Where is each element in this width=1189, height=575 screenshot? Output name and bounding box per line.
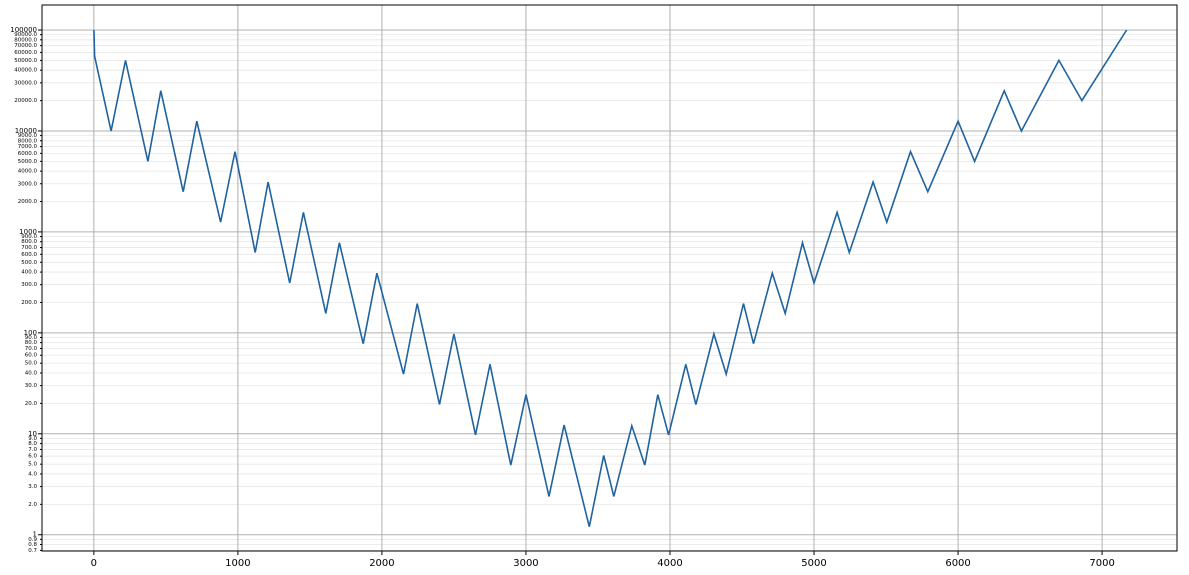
- y-tick-label: 80000.0: [14, 37, 37, 43]
- y-tick-label: 7000.0: [18, 144, 38, 150]
- y-tick-label: 9.0: [28, 436, 37, 442]
- y-tick-label: 40000.0: [14, 68, 37, 74]
- y-tick-label: 500.0: [21, 260, 37, 266]
- y-tick-label: 70000.0: [14, 43, 37, 49]
- y-tick-label: 3000.0: [18, 181, 38, 187]
- y-tick-label: 0.8: [28, 542, 37, 548]
- y-tick-label: 700.0: [21, 245, 37, 251]
- x-tick-label: 6000: [945, 558, 970, 569]
- data-line: [93, 29, 1128, 527]
- y-tick-label: 5.0: [28, 462, 37, 468]
- y-tick-label: 200.0: [21, 300, 37, 306]
- x-tick-label: 0: [91, 558, 97, 569]
- y-tick-label: 90.0: [25, 335, 38, 341]
- y-tick-label: 30000.0: [14, 80, 37, 86]
- y-tick-label: 100000: [10, 26, 37, 34]
- x-tick-label: 7000: [1089, 558, 1114, 569]
- x-tick-label: 1000: [225, 558, 250, 569]
- y-tick-label: 800.0: [21, 239, 37, 245]
- y-tick-label: 10: [28, 430, 37, 438]
- y-tick-label: 30.0: [25, 383, 38, 389]
- x-tick-label: 3000: [513, 558, 538, 569]
- y-tick-label: 9000.0: [18, 133, 38, 139]
- y-tick-label: 4000.0: [18, 169, 38, 175]
- y-tick-label: 6000.0: [18, 151, 38, 157]
- y-tick-label: 1: [33, 531, 37, 539]
- y-tick-label: 60000.0: [14, 50, 37, 56]
- y-tick-label: 100: [24, 329, 37, 337]
- plot-frame: [41, 4, 1178, 552]
- y-tick-label: 8000.0: [18, 138, 38, 144]
- x-tick-label: 4000: [657, 558, 682, 569]
- x-tick-label: 2000: [369, 558, 394, 569]
- y-tick-label: 0.9: [28, 537, 37, 543]
- y-tick-label: 0.7: [28, 548, 37, 554]
- y-tick-label: 8.0: [28, 441, 37, 447]
- y-tick-label: 900.0: [21, 234, 37, 240]
- y-tick-label: 400.0: [21, 270, 37, 276]
- y-tick-label: 40.0: [25, 371, 38, 377]
- y-tick-label: 50000.0: [14, 58, 37, 64]
- y-tick-label: 2.0: [28, 502, 37, 508]
- y-tick-label: 50.0: [25, 361, 38, 367]
- y-tick-label: 20000.0: [14, 98, 37, 104]
- y-tick-label: 300.0: [21, 282, 37, 288]
- y-tick-label: 70.0: [25, 346, 38, 352]
- y-tick-label: 600.0: [21, 252, 37, 258]
- y-tick-label: 5000.0: [18, 159, 38, 165]
- y-tick-label: 7.0: [28, 447, 37, 453]
- y-tick-label: 10000: [15, 127, 37, 135]
- y-tick-label: 90000.0: [14, 32, 37, 38]
- y-tick-label: 2000.0: [18, 199, 38, 205]
- x-tick-label: 5000: [801, 558, 826, 569]
- y-tick-label: 3.0: [28, 484, 37, 490]
- y-tick-label: 1000: [19, 228, 37, 236]
- y-tick-label: 20.0: [25, 401, 38, 407]
- y-tick-label: 6.0: [28, 454, 37, 460]
- y-tick-label: 4.0: [28, 471, 37, 477]
- y-tick-label: 60.0: [25, 353, 38, 359]
- y-tick-label: 80.0: [25, 340, 38, 346]
